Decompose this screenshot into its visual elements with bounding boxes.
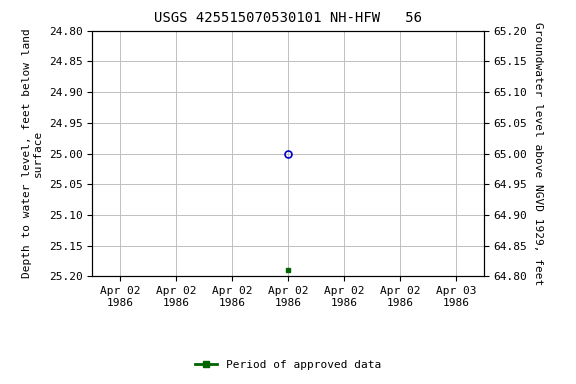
Y-axis label: Groundwater level above NGVD 1929, feet: Groundwater level above NGVD 1929, feet [533,22,543,285]
Legend: Period of approved data: Period of approved data [191,355,385,374]
Title: USGS 425515070530101 NH-HFW   56: USGS 425515070530101 NH-HFW 56 [154,12,422,25]
Y-axis label: Depth to water level, feet below land
surface: Depth to water level, feet below land su… [21,29,43,278]
